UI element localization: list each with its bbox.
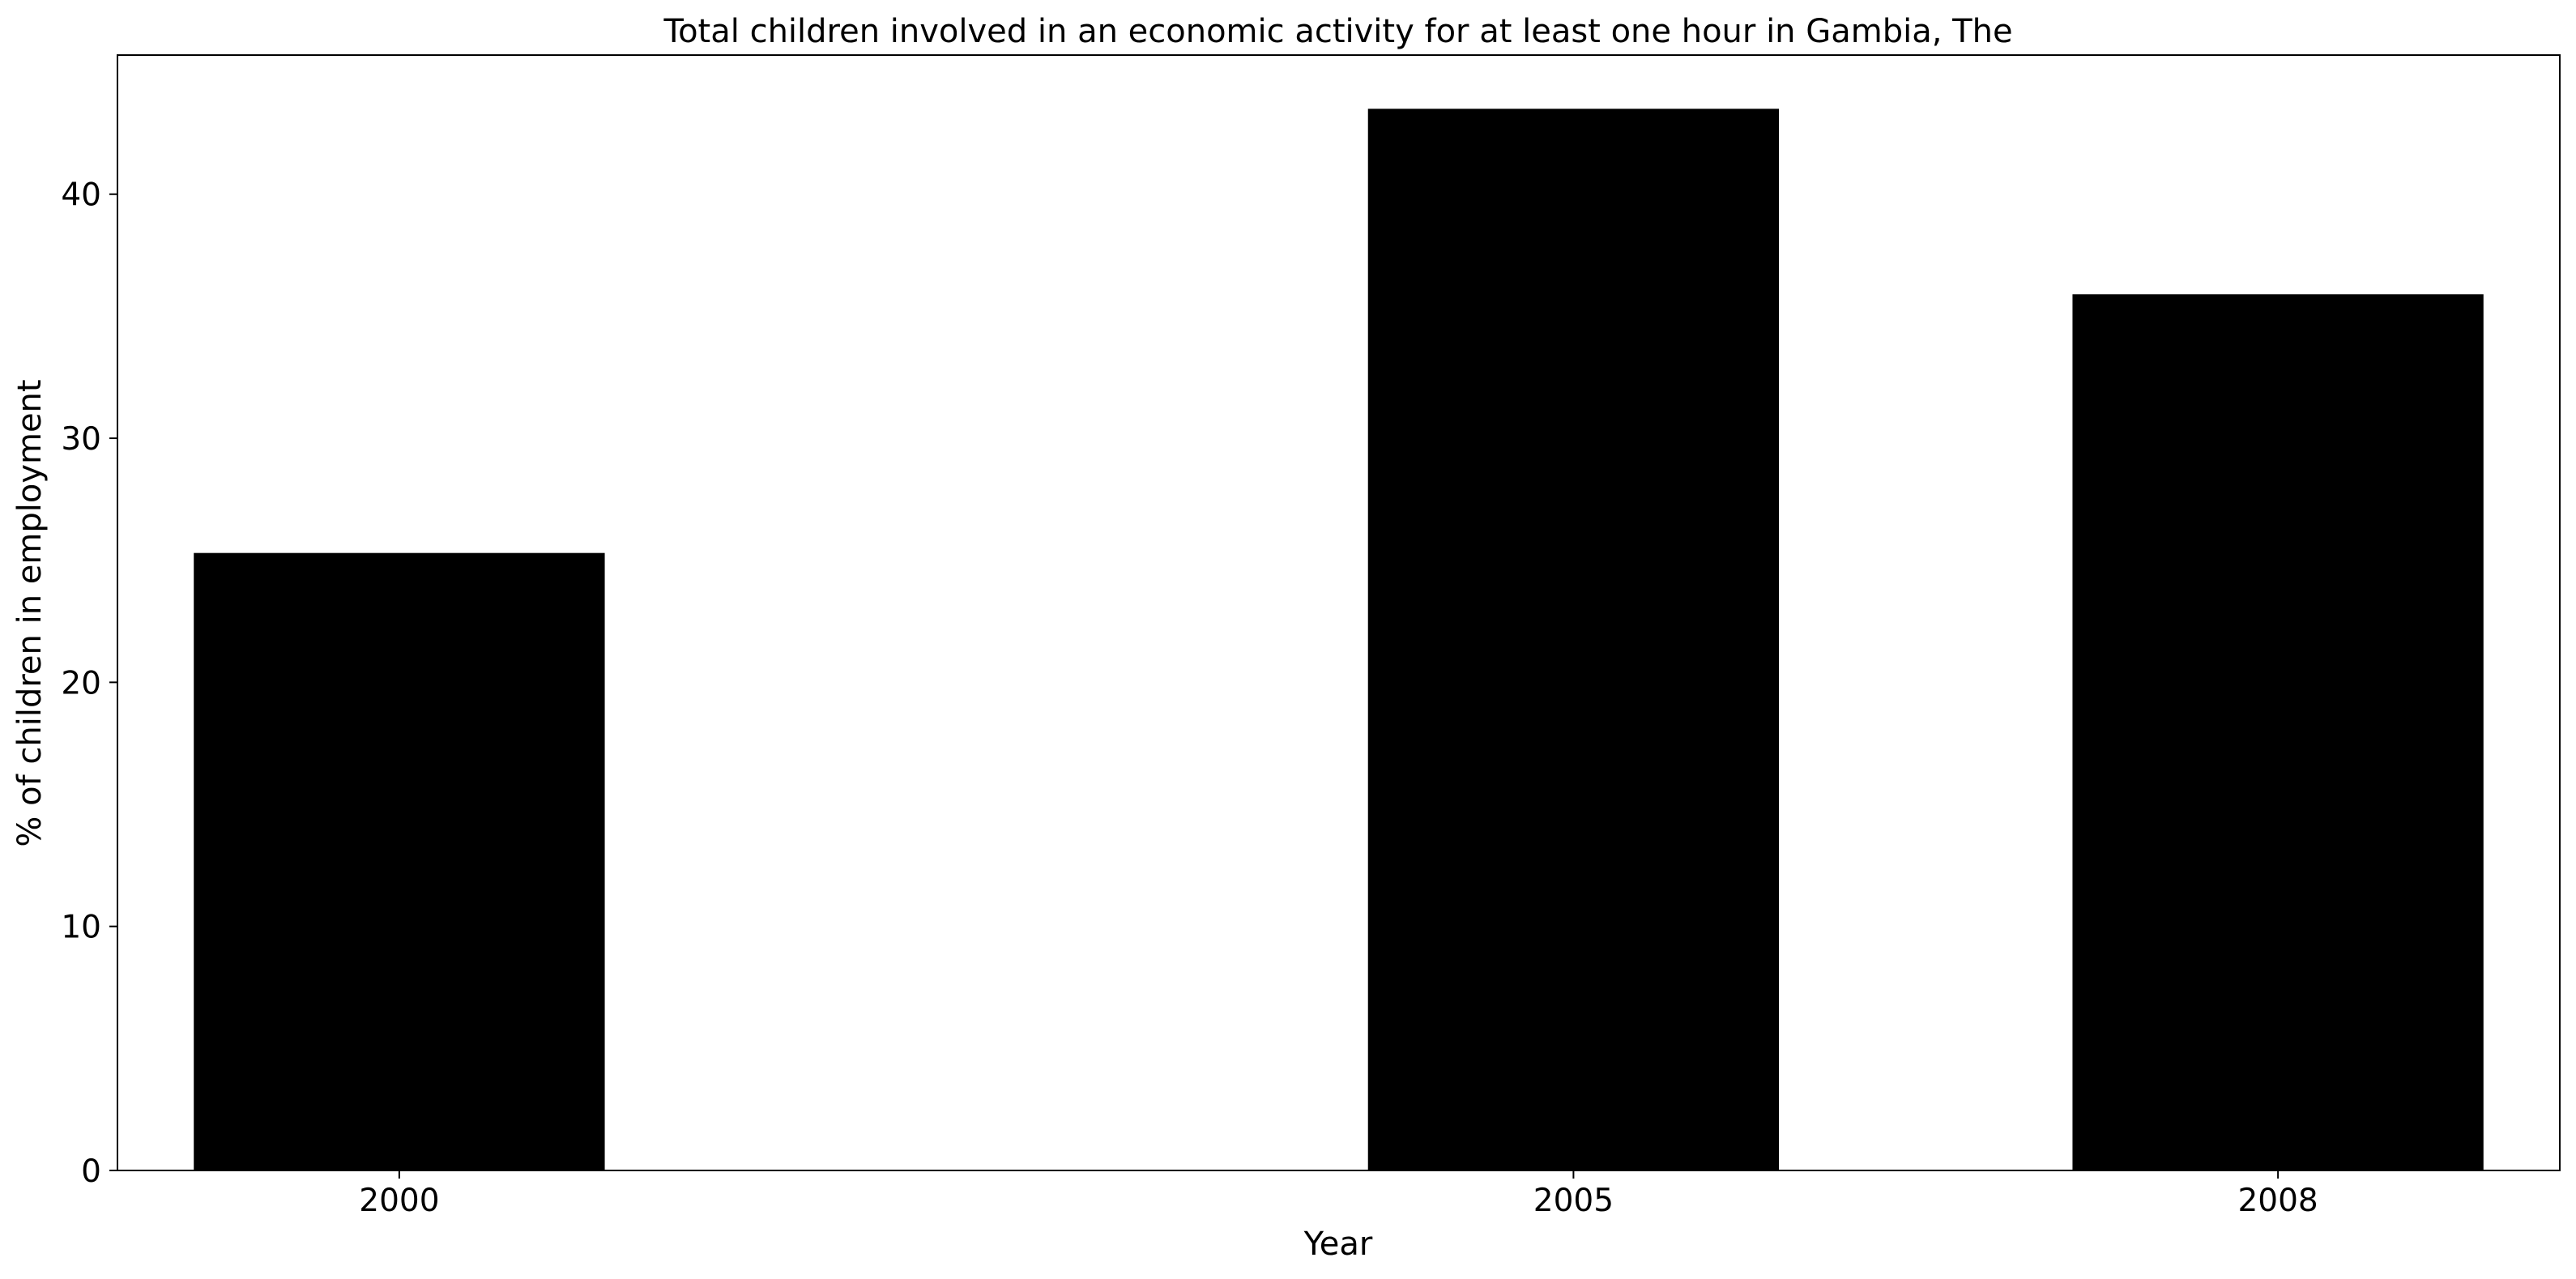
y-axis-ticks: 0 10 20 30 40 <box>61 177 117 1190</box>
y-tick-label: 20 <box>61 665 101 701</box>
bar-2008 <box>2072 294 2484 1171</box>
plot-area <box>117 54 2561 1171</box>
bars-group <box>194 109 2484 1171</box>
x-axis-ticks: 2000 2005 2008 <box>359 1170 2318 1219</box>
chart-title: Total children involved in an economic a… <box>663 13 2012 50</box>
x-tick-label: 2000 <box>359 1183 439 1219</box>
y-tick-label: 10 <box>61 910 101 946</box>
y-tick-label: 0 <box>81 1153 101 1190</box>
x-axis-label: Year <box>1303 1226 1373 1263</box>
bar-2005 <box>1367 109 1780 1171</box>
y-tick-label: 40 <box>61 177 101 214</box>
x-tick-label: 2005 <box>1533 1183 1614 1219</box>
x-tick-label: 2008 <box>2237 1183 2318 1219</box>
y-axis-label: % of children in employment <box>11 379 49 846</box>
bar-2000 <box>194 552 605 1170</box>
y-tick-label: 30 <box>61 421 101 458</box>
